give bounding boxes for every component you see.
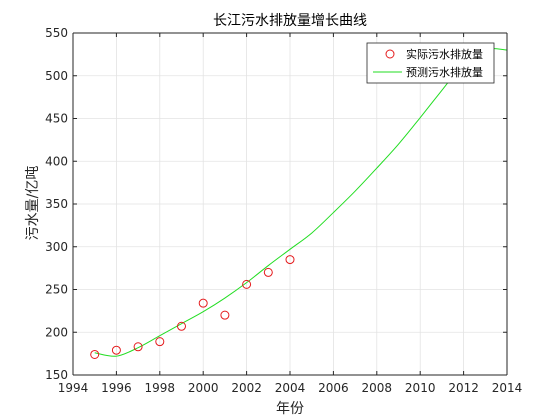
legend-box: [366, 42, 495, 84]
actual-data-point: [133, 342, 143, 352]
legend: 实际污水排放量 预测污水排放量: [366, 42, 495, 84]
actual-data-point: [111, 345, 121, 355]
x-tick-label: 2000: [188, 381, 219, 395]
predicted-series-line: [94, 47, 508, 357]
chart-title: 长江污水排放量增长曲线: [213, 13, 367, 29]
plot-area: 1994 1996 1998 2000 2002 2004 2006 2008 2010 2012…: [45, 26, 522, 395]
y-tick-label: 450: [45, 112, 68, 126]
actual-data-point: [220, 310, 230, 320]
x-tick-label: 2004: [275, 381, 306, 395]
legend-marker-actual: [385, 49, 395, 59]
y-tick-label: 300: [45, 240, 68, 254]
x-tick-label: 2010: [405, 381, 436, 395]
x-axis-title: 年份: [276, 401, 304, 417]
x-tick-label: 1998: [145, 381, 176, 395]
y-tick-label: 550: [45, 26, 68, 40]
y-axis-title: 污水量/亿吨: [25, 166, 41, 241]
x-tick-label: 2012: [448, 381, 479, 395]
actual-data-point: [285, 255, 295, 265]
actual-data-point: [242, 279, 252, 289]
y-tick-label: 400: [45, 154, 68, 168]
x-tick-label: 2014: [492, 381, 523, 395]
x-tick-label: 2006: [318, 381, 349, 395]
y-tick-label: 350: [45, 197, 68, 211]
legend-label-actual: 实际污水排放量: [406, 47, 483, 61]
actual-data-point: [198, 298, 208, 308]
actual-data-point: [263, 267, 273, 277]
actual-data-point: [90, 349, 100, 359]
y-tick-label: 500: [45, 69, 68, 83]
x-tick-label: 1994: [58, 381, 89, 395]
legend-label-predicted: 预测污水排放量: [406, 65, 483, 79]
actual-data-point: [155, 337, 165, 347]
y-tick-label: 250: [45, 283, 68, 297]
x-tick-label: 1996: [101, 381, 132, 395]
y-tick-label: 150: [45, 368, 68, 382]
x-tick-label: 2002: [231, 381, 262, 395]
x-tick-label: 2008: [362, 381, 393, 395]
actual-data-point: [177, 321, 186, 331]
y-tick-label: 200: [45, 325, 68, 339]
